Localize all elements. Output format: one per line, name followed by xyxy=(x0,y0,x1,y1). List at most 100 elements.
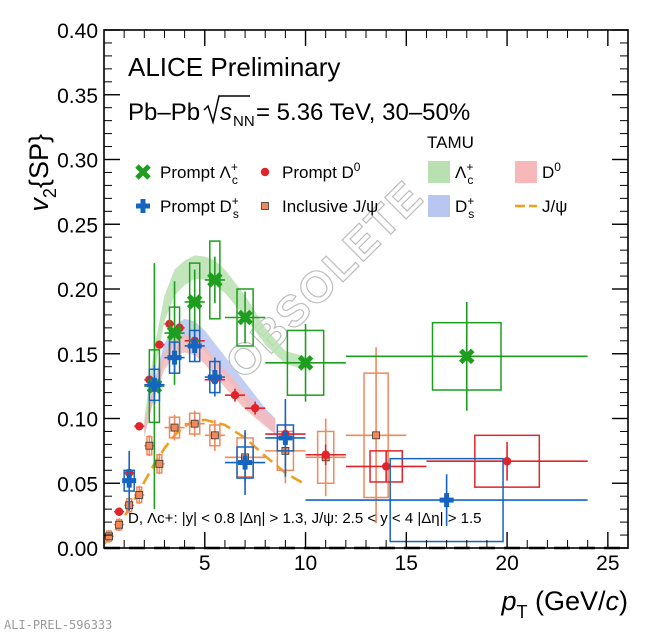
marker-ds xyxy=(147,377,162,392)
legend-sub: s xyxy=(233,207,239,221)
legend-base: D xyxy=(455,197,467,216)
model-band-tamu_ds xyxy=(144,318,276,438)
marker-lambda xyxy=(459,348,475,365)
marker-lambda-stroke xyxy=(297,355,314,371)
legend-sup: + xyxy=(232,194,239,208)
data-point-d0 xyxy=(224,388,246,402)
legend-label-tamu_ds: D+ s xyxy=(455,194,474,221)
marker-ds xyxy=(238,455,253,470)
x-tick-label: 25 xyxy=(596,552,619,575)
legend-sup: + xyxy=(466,160,473,174)
legend-base: Prompt Λ xyxy=(160,163,232,182)
x-axis-title: pT (GeV/c) xyxy=(500,586,628,622)
y-tick-label: 0.30 xyxy=(57,150,98,173)
marker-ds-v xyxy=(126,473,132,488)
legend-sub: s xyxy=(468,207,474,221)
legend-swatch-tamu_lambda xyxy=(428,161,450,183)
marker-ds-v xyxy=(444,493,450,508)
legend-entry-jpsi: Inclusive J/ψ xyxy=(261,197,378,216)
annotation-layer: ALICE Preliminary Pb–Pb s NN = 5.36 TeV,… xyxy=(128,52,481,527)
legend-sup: + xyxy=(467,194,474,208)
legend-label-tamu_lambda: Λ+ c xyxy=(455,160,473,187)
legend-base: Λ xyxy=(455,163,467,182)
y-tick-label: 0.40 xyxy=(57,20,98,43)
data-point-jpsi xyxy=(204,419,225,451)
data-point-d0 xyxy=(426,434,588,488)
legend-entry-tamu_d0: D0 xyxy=(515,160,561,183)
y-axis-title-v: v xyxy=(24,197,54,212)
marker-ds-v xyxy=(212,370,218,385)
legend-marker-lambda-stroke xyxy=(135,164,151,180)
marker-lambda xyxy=(237,309,253,326)
x-axis-title-close: ) xyxy=(619,586,628,616)
data-point-ds xyxy=(204,357,225,397)
legend-marker-ds xyxy=(136,199,150,213)
legend-label-tamu_d0: D0 xyxy=(542,160,561,182)
legend-label-ds: Prompt D+ s xyxy=(160,194,239,221)
data-point-d0 xyxy=(345,450,427,483)
legend-sup: 0 xyxy=(354,160,361,174)
legend-entry-ds: Prompt D+ s xyxy=(136,194,239,221)
data-point-d0 xyxy=(154,340,165,349)
data-point-lambda xyxy=(204,240,225,320)
legend-entry-d0: Prompt D0 xyxy=(260,160,361,182)
data-point-ds xyxy=(164,341,185,374)
legend-marker-jpsi xyxy=(261,202,269,210)
data-point-lambda xyxy=(184,262,205,342)
sqrt-s-nn-symbol: s NN xyxy=(203,95,255,130)
data-point-jpsi xyxy=(184,410,205,437)
data-point-jpsi xyxy=(134,485,145,504)
legend-sub: c xyxy=(232,173,238,187)
legend-base: Prompt D xyxy=(160,197,232,216)
x-axis-title-sub: T xyxy=(516,602,527,622)
y-axis-title-rest: {SP} xyxy=(24,134,54,188)
marker-ds xyxy=(207,370,222,385)
marker-d0 xyxy=(135,422,144,431)
marker-lambda-stroke xyxy=(207,272,223,288)
marker-lambda xyxy=(207,272,223,288)
x-tick-label: 20 xyxy=(495,552,518,575)
y-tick-label: 0.00 xyxy=(57,538,98,561)
legend-marker-d0 xyxy=(260,167,270,177)
marker-jpsi xyxy=(145,441,154,450)
data-point-d0 xyxy=(305,444,346,466)
system-prefix: Pb–Pb xyxy=(128,99,200,126)
marker-jpsi xyxy=(115,520,124,529)
marker-jpsi xyxy=(155,459,164,468)
y-axis-title-sub: 2 xyxy=(40,188,60,198)
marker-lambda-stroke xyxy=(237,309,253,326)
legend-label-lambda: Prompt Λ+ c xyxy=(160,160,238,187)
marker-d0 xyxy=(114,507,124,516)
legend-entry-tamu_jpsi: J/ψ xyxy=(515,197,567,216)
legend-sup: 0 xyxy=(554,160,561,174)
marker-jpsi xyxy=(372,431,380,440)
data-point-ds xyxy=(122,450,137,511)
x-axis-title-p: p xyxy=(500,586,516,616)
legend-marker-lambda xyxy=(135,164,151,180)
data-point-ds xyxy=(144,365,165,405)
model-band-tamu_lambda xyxy=(144,255,306,432)
kinematic-cuts: D, Λc+: |y| < 0.8 |Δη| > 1.3, J/ψ: 2.5 <… xyxy=(128,510,481,527)
legend-entry-lambda: Prompt Λ+ c xyxy=(135,160,238,187)
experiment-label: ALICE Preliminary xyxy=(128,52,340,82)
marker-lambda xyxy=(186,294,203,310)
marker-jpsi xyxy=(105,532,113,541)
y-tick-label: 0.35 xyxy=(57,85,98,108)
legend-base: Inclusive J/ψ xyxy=(282,197,378,216)
data-point-lambda xyxy=(345,301,588,411)
legend-sub: c xyxy=(467,173,473,187)
data-point-d0 xyxy=(245,401,266,415)
series-ds xyxy=(122,329,588,543)
y-tick-label: 0.15 xyxy=(57,344,98,367)
data-layer xyxy=(104,240,588,543)
axes-layer: 0.00 0.05 0.10 0.15 0.20 0.25 0.30 0.35 0.40 5 10 1… xyxy=(24,20,629,622)
marker-ds-v xyxy=(282,430,288,445)
marker-d0 xyxy=(230,390,240,400)
marker-jpsi xyxy=(210,431,219,440)
y-tick-label: 0.25 xyxy=(57,214,98,237)
legend-label-d0: Prompt D0 xyxy=(282,160,361,182)
marker-ds xyxy=(278,430,293,445)
data-point-lambda xyxy=(265,323,346,402)
